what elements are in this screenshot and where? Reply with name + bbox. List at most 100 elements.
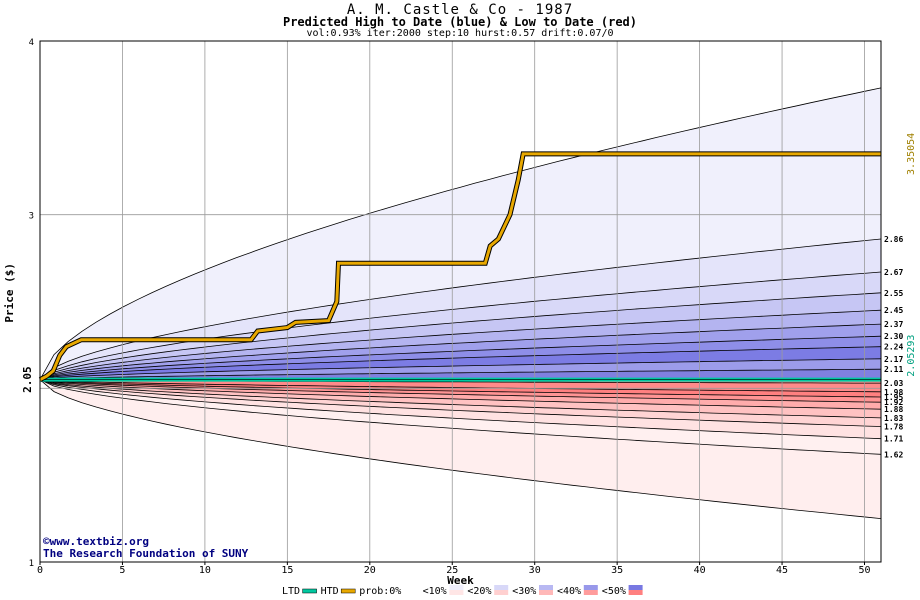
y-axis-label: Price ($) (3, 263, 16, 323)
band-end-label: 2.30 (884, 332, 903, 341)
x-tick-label: 40 (694, 565, 706, 576)
x-tick-label: 45 (776, 565, 788, 576)
legend-swatch (340, 588, 356, 594)
lower-prob-band (40, 379, 881, 439)
legend-label: <50% (602, 586, 626, 597)
x-axis-label: Week (447, 574, 474, 587)
legend-label: <10% (423, 586, 447, 597)
credit-org: The Research Foundation of SUNY (43, 547, 249, 560)
legend-label: <20% (467, 586, 491, 597)
x-tick-label: 25 (446, 565, 458, 576)
band-boundary-line (39, 271, 882, 381)
y-tick-label: 1 (29, 559, 34, 569)
x-tick-label: 35 (611, 565, 623, 576)
band-end-label: 2.11 (884, 365, 903, 374)
legend-swatch-upper (449, 585, 464, 590)
band-boundary-line (39, 379, 882, 393)
legend-swatch-upper (494, 585, 509, 590)
upper-prob-band (40, 346, 881, 380)
upper-prob-band (40, 324, 881, 380)
legend-label: <30% (512, 586, 536, 597)
legend-swatch-lower (494, 590, 509, 595)
upper-prob-band (40, 369, 881, 380)
band-end-label: 2.17 (884, 355, 903, 364)
ltd-end-value: 2.05293 (906, 335, 917, 377)
upper-prob-band (40, 292, 881, 380)
x-tick-label: 15 (281, 565, 293, 576)
band-boundary-line (39, 323, 882, 381)
band-boundary-line (39, 346, 882, 381)
band-end-label: 2.37 (884, 320, 903, 329)
plot-frame (39, 40, 882, 563)
legend-swatch-lower (539, 590, 553, 595)
band-boundary-line (39, 379, 882, 403)
x-tick-label: 50 (858, 565, 870, 576)
legend-swatch-upper (628, 585, 643, 590)
x-tick-label: 10 (199, 565, 211, 576)
band-end-label: 1.92 (884, 398, 903, 407)
band-end-label: 1.62 (884, 450, 903, 459)
lower-prob-band (40, 379, 881, 455)
x-tick-label: 5 (119, 565, 125, 576)
legend-label: HTD (321, 586, 339, 597)
band-end-label: 2.86 (884, 235, 903, 244)
legend-swatch-lower (628, 590, 643, 595)
band-end-label: 2.03 (884, 379, 903, 388)
band-end-label: 2.45 (884, 306, 903, 315)
lower-prob-band (40, 379, 881, 410)
lower-prob-band (40, 379, 881, 418)
y-tick-label: 3 (29, 212, 34, 222)
chart-subtitle: Predicted High to Date (blue) & Low to D… (282, 15, 637, 29)
start-price-label: 2.05 (21, 366, 34, 393)
band-end-label: 1.95 (884, 393, 903, 402)
credit-site: ©www.textbiz.org (43, 535, 149, 548)
legend-swatch-upper (539, 585, 553, 590)
legend-label: <40% (557, 586, 581, 597)
band-end-label: 2.67 (884, 268, 903, 277)
upper-prob-band (40, 336, 881, 380)
legend-swatch (404, 585, 419, 595)
band-boundary-line (39, 292, 882, 381)
lower-prob-band (40, 379, 881, 519)
band-end-label: 1.78 (884, 423, 903, 432)
band-end-label: 2.55 (884, 289, 903, 298)
legend-label: LTD (282, 586, 300, 597)
x-tick-label: 0 (37, 565, 43, 576)
band-boundary-line (39, 379, 882, 440)
band-boundary-line (39, 379, 882, 398)
band-boundary-line (39, 368, 882, 381)
legend-swatch-lower (449, 590, 464, 595)
band-boundary-line (39, 379, 882, 427)
band-end-label: 2.24 (884, 343, 903, 352)
htd-end-value: 3.35054 (906, 133, 917, 175)
legend-swatch (302, 588, 317, 594)
lower-prob-band (40, 379, 881, 427)
band-boundary-line (39, 309, 882, 381)
y-tick-label: 4 (29, 38, 34, 48)
band-boundary-line (39, 379, 882, 419)
band-end-label: 1.71 (884, 435, 903, 444)
legend-swatch-upper (583, 585, 598, 590)
htd-line (39, 152, 881, 381)
band-end-label: 1.83 (884, 414, 903, 423)
band-end-label: 1.88 (884, 405, 903, 414)
upper-prob-band (40, 239, 881, 380)
upper-prob-band (40, 310, 881, 380)
band-boundary-line (39, 87, 882, 380)
band-boundary-line (39, 379, 882, 519)
band-boundary-line (39, 379, 882, 455)
legend-label: prob:0% (359, 586, 401, 597)
band-boundary-line (39, 335, 882, 381)
chart-title: A. M. Castle & Co - 1987 (346, 2, 574, 18)
band-end-label: 1.98 (884, 388, 903, 397)
band-boundary-line (39, 358, 882, 381)
x-tick-label: 20 (364, 565, 376, 576)
legend-swatch-lower (583, 590, 598, 595)
upper-prob-band (40, 272, 881, 380)
chart-params: vol:0.93% iter:2000 step:10 hurst:0.57 d… (306, 28, 614, 39)
upper-prob-band (40, 87, 881, 380)
lower-prob-band (40, 379, 881, 403)
x-tick-label: 30 (529, 565, 541, 576)
band-boundary-line (39, 238, 882, 381)
